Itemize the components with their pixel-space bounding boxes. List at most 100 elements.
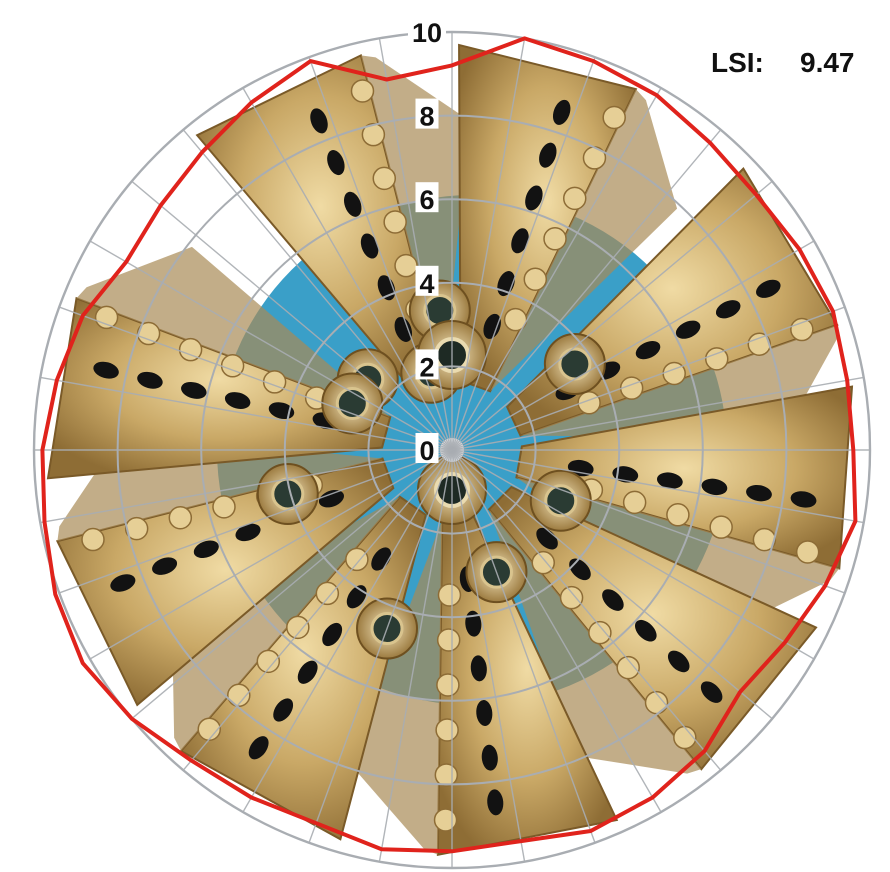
- data-point: [82, 315, 84, 317]
- data-point: [784, 641, 786, 643]
- grid-spoke: [451, 449, 722, 771]
- cutter: [675, 320, 701, 339]
- data-point: [524, 37, 526, 39]
- data-point: [852, 449, 854, 451]
- grid-spoke: [89, 240, 453, 451]
- grid-spoke: [182, 129, 453, 451]
- angular-grid: [34, 32, 870, 868]
- data-point: [739, 691, 741, 693]
- grid-spoke: [451, 87, 662, 451]
- data-point: [386, 79, 388, 81]
- data-point: [451, 850, 453, 852]
- data-point: [846, 379, 848, 381]
- grid-spoke: [58, 306, 453, 451]
- grid-spoke: [131, 449, 453, 720]
- radial-tick-labels: 0 2 4 6 8 10: [408, 15, 446, 466]
- tick-label-bg: [415, 433, 439, 463]
- data-point: [520, 840, 522, 842]
- grid-spoke: [451, 449, 662, 813]
- grid-spoke: [58, 449, 453, 594]
- data-point: [590, 830, 592, 832]
- cutter: [394, 316, 413, 342]
- lsi-label: LSI:: [711, 47, 764, 78]
- data-point: [704, 750, 706, 752]
- grid-spoke: [182, 449, 453, 771]
- nozzle: [543, 332, 606, 395]
- data-point: [43, 521, 45, 523]
- grid-spoke: [451, 449, 526, 862]
- data-point: [131, 718, 133, 720]
- grid-spoke: [40, 376, 453, 451]
- grid-spoke: [451, 240, 815, 451]
- data-point: [799, 248, 801, 250]
- grid-spoke: [131, 180, 453, 451]
- cutter: [327, 150, 345, 176]
- cutter: [470, 655, 487, 682]
- cutter: [635, 619, 657, 642]
- data-point: [832, 310, 834, 312]
- grid-spoke: [451, 449, 864, 524]
- grid-spoke: [451, 56, 596, 451]
- tick-label: 0: [419, 436, 434, 466]
- data-point: [854, 520, 856, 522]
- tick-label-bg: [415, 265, 439, 296]
- grid-spoke: [451, 376, 864, 451]
- cutter: [152, 557, 178, 575]
- cutter: [343, 191, 362, 217]
- grid-spoke: [451, 449, 846, 594]
- cutter: [552, 99, 571, 125]
- cutter: [487, 789, 504, 816]
- cutter: [790, 491, 817, 508]
- blade: [515, 385, 854, 630]
- data-point: [381, 848, 383, 850]
- cutter: [235, 523, 261, 542]
- data-point: [250, 797, 252, 799]
- cutter: [602, 589, 624, 611]
- grid-spoke: [451, 129, 722, 451]
- grid-spoke: [451, 180, 773, 451]
- cutter: [181, 381, 207, 399]
- tick-label: 6: [419, 185, 434, 215]
- grid-spoke: [40, 449, 453, 524]
- data-point: [201, 151, 203, 153]
- lsi-annotation: LSI: 9.47: [711, 47, 855, 78]
- cutter: [476, 700, 493, 726]
- data-point: [656, 94, 658, 96]
- data-point: [755, 194, 757, 196]
- cutter: [224, 392, 251, 409]
- nozzle: [256, 462, 319, 525]
- grid-spoke: [378, 449, 453, 862]
- blade: [350, 515, 619, 856]
- cutter: [318, 489, 344, 508]
- grid-spoke: [451, 306, 846, 451]
- cutter: [273, 698, 294, 722]
- grid-spoke: [308, 449, 453, 844]
- cutter: [193, 540, 219, 559]
- tick-label: 10: [412, 18, 442, 48]
- lsi-value: 9.47: [800, 47, 855, 78]
- cutter: [93, 361, 119, 379]
- grid-spoke: [242, 87, 453, 451]
- data-point: [309, 60, 311, 62]
- cutter: [360, 233, 379, 259]
- data-point: [250, 101, 252, 103]
- nozzle: [529, 469, 592, 532]
- cutter: [483, 313, 501, 339]
- grid-spoke: [451, 449, 815, 660]
- cutter: [110, 574, 136, 592]
- grid-spoke: [378, 38, 453, 451]
- data-point: [54, 593, 56, 595]
- cutter: [539, 142, 557, 168]
- grid-spoke: [308, 56, 453, 451]
- data-point: [41, 449, 43, 451]
- data-point: [190, 760, 192, 762]
- blade: [46, 246, 392, 480]
- tick-label-bg: [415, 349, 439, 380]
- data-point: [125, 261, 127, 263]
- cutter: [525, 185, 543, 211]
- data-point: [451, 64, 453, 66]
- tick-label-bg: [415, 98, 439, 129]
- cutter: [756, 279, 781, 298]
- data-point: [315, 822, 317, 824]
